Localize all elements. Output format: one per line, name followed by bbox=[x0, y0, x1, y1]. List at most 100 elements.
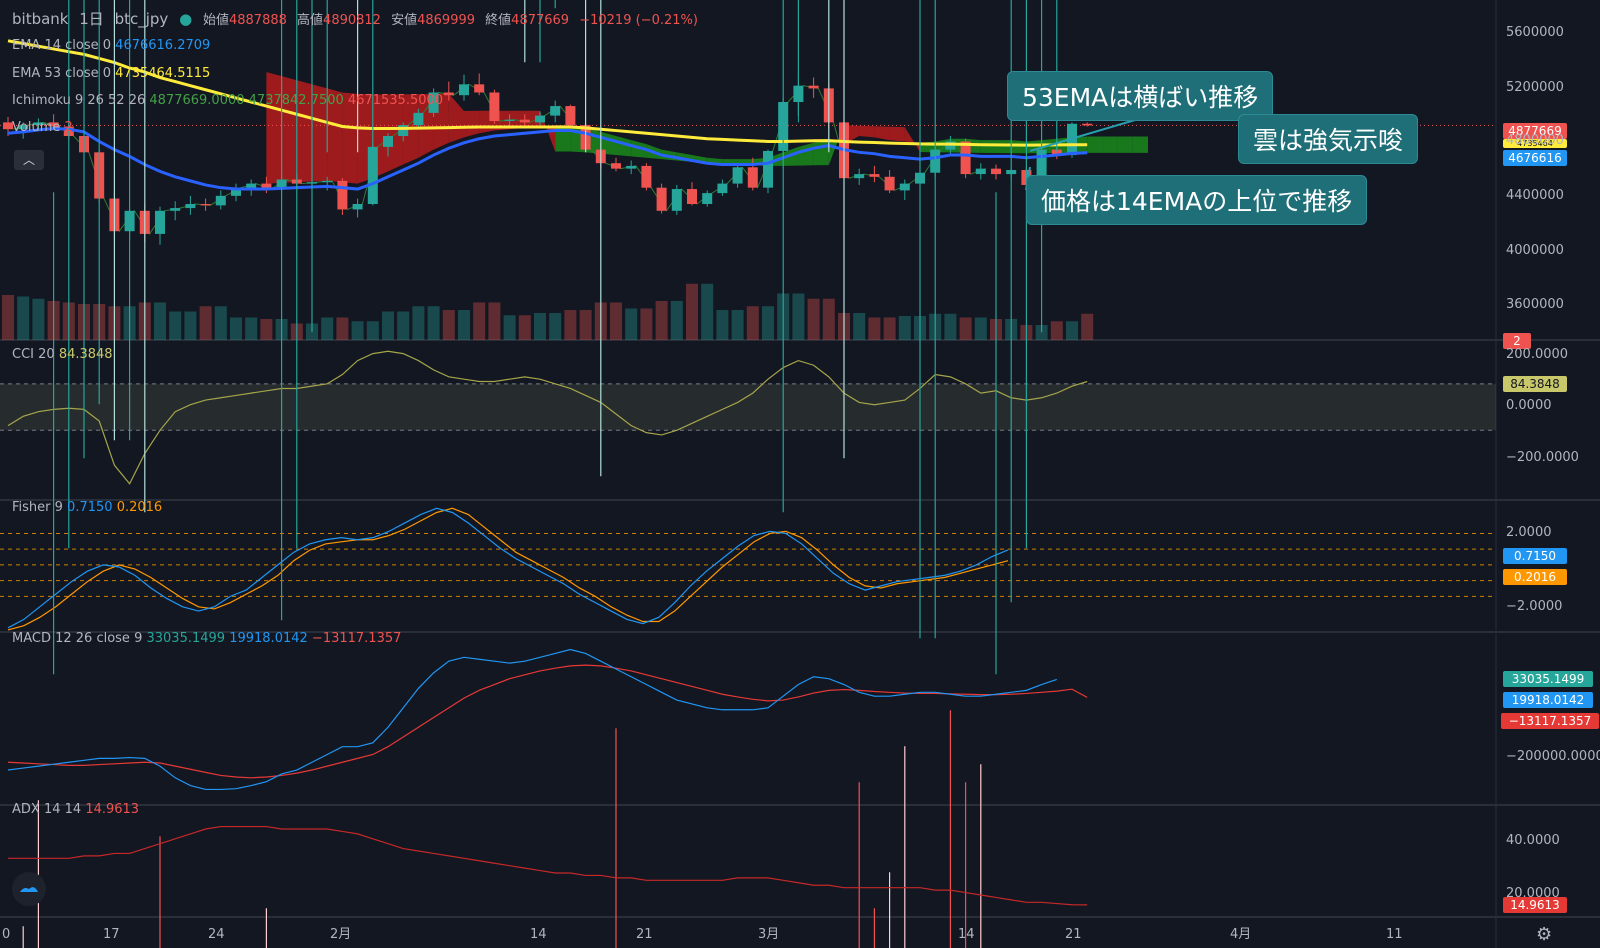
interval-label[interactable]: 1日 bbox=[79, 10, 104, 28]
ichimoku-cloud bbox=[1087, 136, 1103, 153]
volume-bar bbox=[1081, 313, 1094, 340]
callout-ema53[interactable]: 53EMAは横ばい推移 bbox=[1007, 71, 1274, 121]
adx-legend[interactable]: ADX 14 14 14.9613 bbox=[12, 802, 140, 817]
candle-body bbox=[155, 210, 165, 234]
ichimoku-cloud bbox=[889, 126, 905, 142]
price-tick: 5600000 bbox=[1506, 25, 1564, 40]
candle-body bbox=[1051, 149, 1062, 156]
candle-body bbox=[717, 183, 728, 194]
macd-legend-v1: 33035.1499 bbox=[146, 631, 226, 646]
ichimoku-cloud bbox=[996, 140, 1012, 154]
candle-body bbox=[398, 125, 409, 136]
volume-bar bbox=[412, 306, 425, 340]
ema53-line bbox=[7, 39, 1088, 147]
ichimoku-cloud bbox=[813, 140, 829, 166]
macd-legend-v3: −13117.1357 bbox=[311, 631, 402, 646]
candle-body bbox=[474, 84, 485, 93]
time-tick: 11 bbox=[1386, 927, 1403, 942]
ema14-tag: 4676616 bbox=[1503, 150, 1567, 166]
adx-tick: 20.0000 bbox=[1506, 886, 1560, 901]
callout-pointer bbox=[1029, 119, 1136, 152]
candle-body bbox=[550, 106, 561, 116]
candle-body bbox=[763, 150, 773, 188]
ichimoku-cloud bbox=[448, 93, 464, 143]
volume-bar bbox=[503, 315, 516, 340]
candle-body bbox=[428, 92, 439, 113]
volume-bar bbox=[199, 306, 212, 340]
candle-body bbox=[884, 176, 895, 191]
cci-tick: −200.0000 bbox=[1506, 450, 1579, 465]
price-tick: 4000000 bbox=[1506, 243, 1564, 258]
volume-legend[interactable]: Volume 2 bbox=[12, 120, 73, 135]
candle-body bbox=[200, 204, 211, 206]
callout-price[interactable]: 価格は14EMAの上位で推移 bbox=[1026, 175, 1368, 225]
volume-bar bbox=[397, 311, 410, 340]
candle-body bbox=[459, 84, 469, 96]
candle-body bbox=[185, 204, 196, 209]
volume-bar bbox=[762, 306, 774, 340]
time-tick: 21 bbox=[636, 927, 653, 942]
candle-body bbox=[519, 119, 530, 123]
tradingview-logo-icon[interactable] bbox=[12, 872, 46, 906]
volume-bar bbox=[473, 302, 486, 340]
candle-body bbox=[322, 180, 333, 183]
ichimoku-v3: 4671535.5000 bbox=[347, 93, 444, 108]
candle-body bbox=[1082, 123, 1093, 126]
volume-bar bbox=[610, 302, 622, 340]
candle-body bbox=[231, 187, 241, 196]
symbol-header: bitbank 1日 btc_jpy ● 始値4887888 高値4890812… bbox=[12, 8, 710, 29]
ichimoku-cloud bbox=[904, 127, 920, 153]
cci-tick: 0.0000 bbox=[1506, 398, 1552, 413]
ichimoku-cloud bbox=[464, 110, 480, 138]
volume-bar bbox=[17, 296, 30, 340]
exchange-name[interactable]: bitbank bbox=[12, 10, 69, 28]
candle-body bbox=[18, 125, 29, 130]
candle-body bbox=[489, 92, 500, 122]
ichimoku-cloud bbox=[980, 140, 996, 153]
ichimoku-cloud bbox=[524, 110, 540, 128]
ichimoku-v1: 4877669.0000 bbox=[149, 93, 245, 108]
candle-body bbox=[641, 165, 652, 188]
ema53-legend[interactable]: EMA 53 close 0 4735464.5115 bbox=[12, 66, 211, 81]
volume-bar bbox=[807, 298, 820, 340]
candle-body bbox=[383, 136, 393, 147]
price-tick: 3600000 bbox=[1506, 297, 1564, 312]
volume-bar bbox=[655, 301, 668, 340]
volume-bar bbox=[579, 310, 592, 340]
volume-bar bbox=[321, 317, 334, 340]
gear-icon[interactable]: ⚙ bbox=[1536, 924, 1553, 945]
ema14-line bbox=[7, 127, 1088, 191]
volume-bar bbox=[944, 313, 957, 340]
candle-body bbox=[170, 208, 181, 211]
volume-bar bbox=[534, 313, 546, 340]
symbol-name[interactable]: btc_jpy bbox=[114, 10, 169, 28]
fisher-tick: −2.0000 bbox=[1506, 599, 1563, 614]
candle-body bbox=[854, 174, 865, 179]
volume-bar bbox=[230, 317, 242, 340]
volume-bar bbox=[458, 310, 470, 340]
ema14-legend[interactable]: EMA 14 close 0 4676616.2709 bbox=[12, 38, 211, 53]
volume-bar bbox=[549, 313, 562, 340]
volume-bar bbox=[625, 308, 638, 340]
macd-legend[interactable]: MACD 12 26 close 9 33035.1499 19918.0142… bbox=[12, 631, 402, 646]
volume-bar bbox=[32, 298, 45, 340]
change-value: −10219 (−0.21%) bbox=[579, 13, 698, 28]
volume-bar bbox=[518, 315, 531, 340]
ichimoku-cloud bbox=[327, 88, 343, 183]
cci-legend[interactable]: CCI 20 84.3848 bbox=[12, 347, 113, 362]
candle-body bbox=[611, 163, 621, 169]
volume-bar bbox=[883, 317, 896, 340]
ichimoku-cloud bbox=[1117, 136, 1133, 153]
macd-tag-3: −13117.1357 bbox=[1501, 713, 1599, 729]
ichimoku-legend[interactable]: Ichimoku 9 26 52 26 4877669.0000 4737842… bbox=[12, 93, 444, 108]
fisher-legend[interactable]: Fisher 9 0.7150 0.2016 bbox=[12, 500, 163, 515]
open-value: 4887888 bbox=[228, 13, 287, 28]
collapse-legend-button[interactable]: ︿ bbox=[14, 150, 44, 170]
candle-body bbox=[671, 189, 682, 211]
ichimoku-cloud bbox=[388, 94, 404, 172]
candle-body bbox=[48, 122, 59, 127]
fisher-line bbox=[7, 507, 1009, 629]
time-tick: 2月 bbox=[330, 927, 352, 942]
callout-cloud[interactable]: 雲は強気示唆 bbox=[1238, 114, 1419, 164]
time-tick: 24 bbox=[208, 927, 225, 942]
